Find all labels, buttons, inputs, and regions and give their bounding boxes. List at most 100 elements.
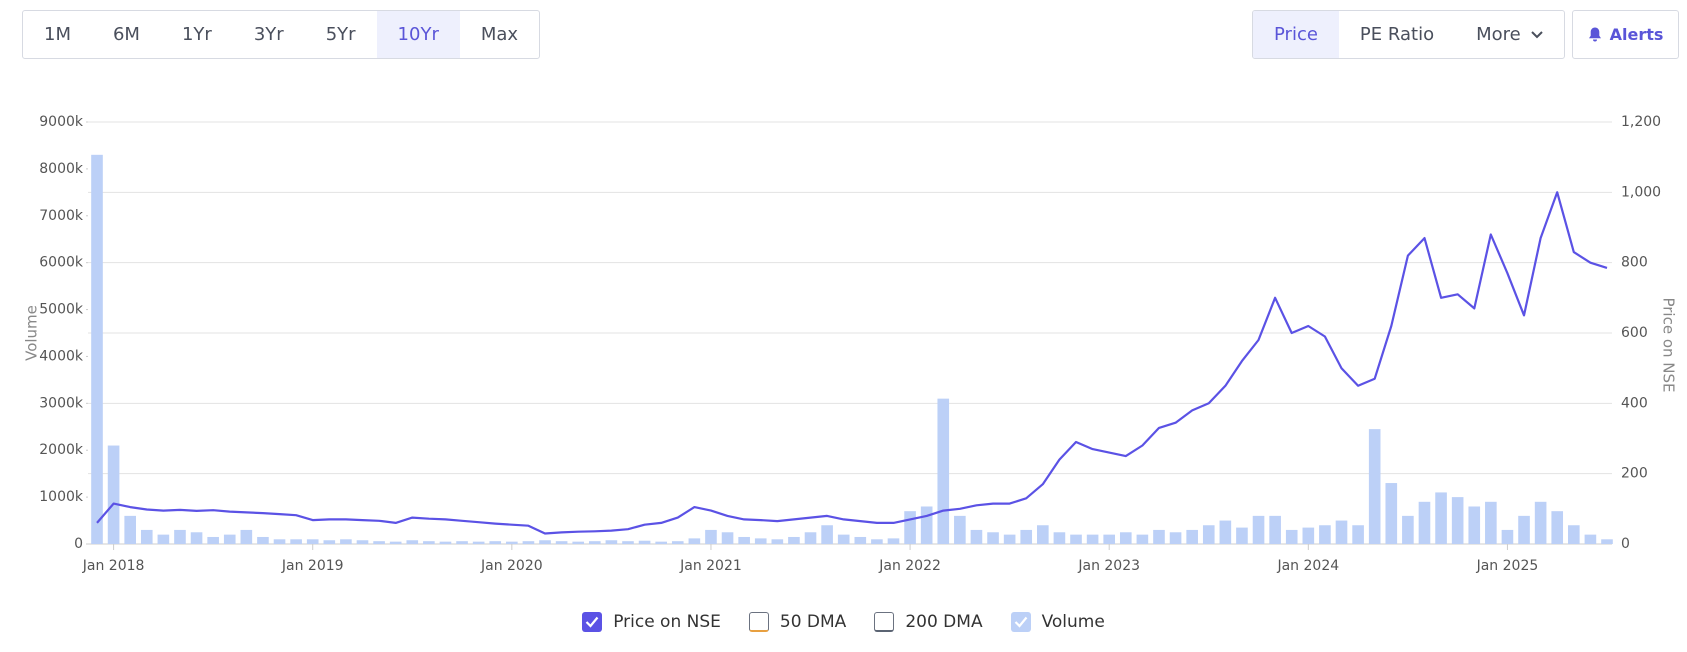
volume-bar: [1186, 529, 1198, 544]
check-mark: [1014, 616, 1027, 628]
volume-bar: [605, 540, 618, 544]
volume-bar: [754, 538, 767, 544]
price-line: [96, 191, 1608, 535]
volume-bar: [456, 541, 468, 544]
range-button[interactable]: Max: [480, 24, 519, 45]
x-tick-label: Jan 2025: [1476, 558, 1539, 574]
volume-bar: [588, 541, 601, 544]
volume-bar: [555, 541, 568, 544]
volume-bar: [771, 539, 784, 544]
view-button[interactable]: Price: [1253, 11, 1339, 58]
volume-bar: [489, 541, 502, 544]
volume-bar: [423, 541, 435, 544]
volume-bar: [1402, 515, 1414, 544]
volume-bar: [1269, 515, 1281, 544]
volume-bar: [1451, 497, 1464, 544]
x-tick-label: Jan 2020: [480, 558, 543, 574]
legend-item[interactable]: 200 DMA: [874, 612, 983, 632]
legend-checkbox: [748, 612, 769, 632]
alerts-group: Alerts: [1572, 10, 1679, 59]
volume-bar: [1468, 506, 1481, 544]
view-selector: Price PE Ratio More: [1252, 10, 1565, 59]
y2-tick-label: 1,000: [1621, 184, 1661, 200]
y-tick-label: 4000k: [39, 348, 84, 364]
volume-bar: [306, 539, 319, 544]
volume-bar: [1385, 483, 1398, 544]
range-button[interactable]: 1M: [44, 24, 71, 45]
volume-bar: [1335, 520, 1348, 544]
volume-bar: [389, 541, 402, 544]
chevron: [1531, 30, 1543, 38]
volume-bar: [937, 398, 950, 544]
volume-bar: [1252, 515, 1265, 544]
view-button[interactable]: More: [1455, 11, 1564, 58]
volume-bar: [1119, 532, 1132, 544]
bell-icon: [1588, 27, 1601, 41]
range-button[interactable]: 6M: [112, 24, 140, 45]
volume-bar: [1319, 525, 1331, 544]
y2-tick-label: 600: [1621, 325, 1648, 341]
volume-bar: [1485, 501, 1497, 544]
view-label: More: [1476, 24, 1521, 45]
volume-bar: [1153, 529, 1165, 544]
legend-item[interactable]: Price on NSE: [582, 612, 721, 632]
y2-tick-label: 800: [1621, 255, 1648, 271]
legend-checkbox: [1010, 612, 1031, 632]
x-tick-label: Jan 2023: [1077, 558, 1140, 574]
volume-bar: [1070, 534, 1082, 544]
volume-bar: [1501, 529, 1514, 544]
volume-bar: [1219, 520, 1232, 544]
volume-bar: [970, 529, 983, 544]
volume-bar: [1418, 501, 1431, 544]
volume-bar: [721, 532, 734, 544]
volume-bar: [240, 529, 253, 544]
volume-bar: [174, 529, 186, 544]
range-button[interactable]: 3Yr: [253, 24, 284, 45]
volume-bar: [356, 540, 369, 544]
volume-bar: [655, 541, 667, 544]
range-button[interactable]: 5Yr: [325, 24, 356, 45]
volume-bar: [1103, 534, 1116, 544]
y-axis-label: Volume: [23, 305, 41, 361]
legend-item[interactable]: Volume: [1010, 612, 1105, 632]
volume-bar: [1368, 429, 1381, 544]
volume-bar: [522, 541, 535, 544]
x-tick-label: Jan 2022: [878, 558, 941, 574]
volume-bar: [638, 540, 651, 544]
volume-bar: [506, 541, 518, 544]
volume-bar: [705, 529, 717, 544]
volume-bar: [1020, 529, 1033, 544]
volume-bar: [223, 534, 236, 544]
y-tick-label: 8000k: [39, 161, 84, 177]
volume-bar: [1037, 525, 1049, 544]
legend-label: 200 DMA: [905, 612, 983, 632]
volume-bar: [373, 541, 385, 544]
volume-bar: [140, 529, 153, 544]
volume-bar: [1601, 539, 1613, 544]
y-tick-label: 6000k: [39, 255, 84, 271]
y-tick-label: 0: [74, 536, 83, 552]
legend: Price on NSE 50 DMA 200 DMA Volume: [0, 612, 1687, 632]
y2-tick-label: 400: [1621, 395, 1648, 411]
volume-bar: [1169, 532, 1182, 544]
volume-bar: [1352, 525, 1364, 544]
alerts-label: Alerts: [1609, 25, 1664, 44]
volume-bar: [1534, 501, 1547, 544]
volume-bar: [920, 506, 933, 544]
legend-item[interactable]: 50 DMA: [748, 612, 847, 632]
volume-bar: [1584, 534, 1597, 544]
y-tick-label: 7000k: [39, 208, 84, 224]
view-label: PE Ratio: [1359, 24, 1435, 45]
volume-bar: [622, 541, 634, 544]
range-button[interactable]: 10Yr: [376, 11, 460, 58]
volume-bar: [257, 536, 269, 544]
legend-label: 50 DMA: [779, 612, 847, 632]
volume-bar: [1003, 534, 1016, 544]
volume-bar: [804, 532, 817, 544]
view-button[interactable]: PE Ratio: [1339, 11, 1455, 58]
alerts-button[interactable]: Alerts: [1573, 11, 1678, 58]
range-button[interactable]: 1Yr: [181, 24, 212, 45]
volume-bar: [472, 541, 485, 544]
